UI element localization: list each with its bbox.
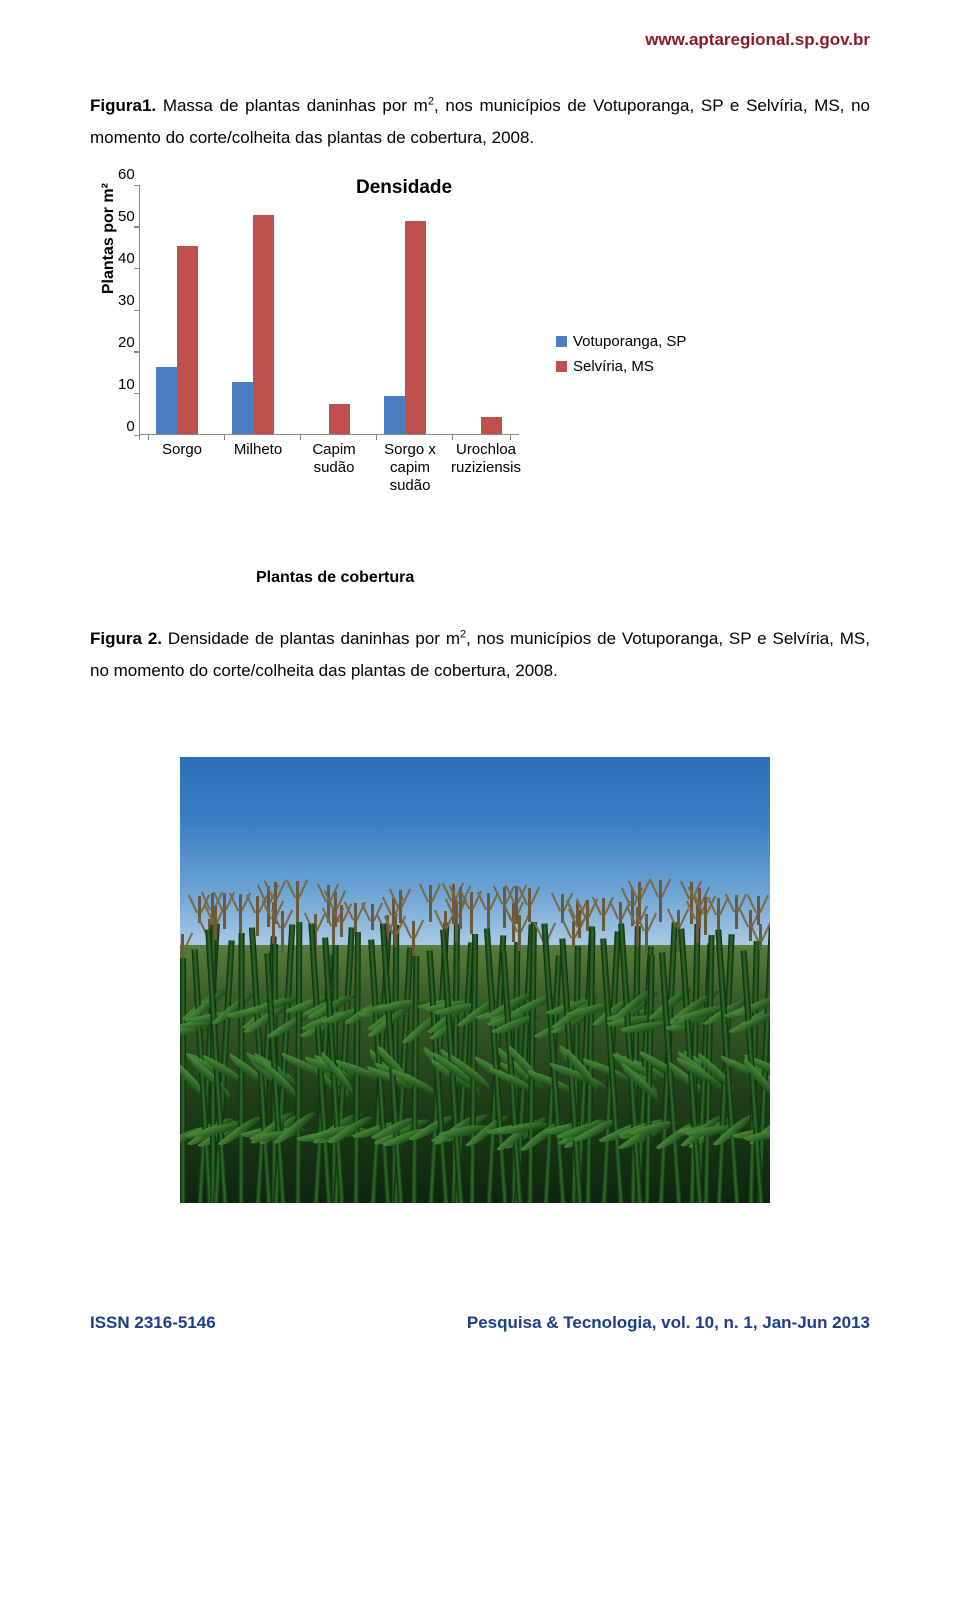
chart-legend: Votuporanga, SP Selvíria, MS [556,333,686,383]
crop-field-photo [180,757,770,1203]
figure2-caption: Figura 2. Densidade de plantas daninhas … [90,623,870,688]
bar-group [232,215,274,434]
header-url: www.aptaregional.sp.gov.br [90,30,870,50]
journal-citation: Pesquisa & Tecnologia, vol. 10, n. 1, Ja… [467,1313,870,1333]
yaxis-ticks: 6050403020100 [118,183,135,435]
figure1-label: Figura1. [90,96,156,115]
xaxis-category-label: Urochloaruziziensis [446,441,526,477]
bar [253,215,274,434]
bar [156,367,177,434]
yaxis-label: Plantas por m² [96,183,118,364]
legend-label: Votuporanga, SP [573,333,686,350]
figure1-text-a: Massa de plantas daninhas por m [156,96,428,115]
bar [329,404,350,433]
bar-group [384,221,426,434]
xaxis-category-label: Capimsudão [294,441,374,477]
bar [384,396,405,434]
figure2-label: Figura 2. [90,629,162,648]
xaxis-category-label: Sorgo xcapimsudão [370,441,450,495]
xaxis-labels: SorgoMilhetoCapimsudãoSorgo xcapimsudãoU… [144,435,524,507]
legend-swatch [556,336,567,347]
bar [481,417,502,434]
bar-group [156,246,198,434]
legend-label: Selvíria, MS [573,358,654,375]
bar [232,382,253,434]
bar [405,221,426,434]
legend-swatch [556,361,567,372]
xaxis-category-label: Milheto [218,441,298,459]
figure1-caption: Figura1. Massa de plantas daninhas por m… [90,90,870,155]
xaxis-title: Plantas de cobertura [256,569,736,587]
figure2-text-a: Densidade de plantas daninhas por m [162,629,460,648]
density-chart: Densidade Plantas por m² 6050403020100 S… [96,183,736,587]
legend-item: Votuporanga, SP [556,333,686,350]
issn-text: ISSN 2316-5146 [90,1313,216,1333]
legend-item: Selvíria, MS [556,358,686,375]
bar-group [460,417,502,434]
bar [177,246,198,434]
plot-area [139,185,519,435]
xaxis-category-label: Sorgo [142,441,222,459]
page-footer: ISSN 2316-5146 Pesquisa & Tecnologia, vo… [90,1313,870,1333]
bar-group [308,404,350,433]
